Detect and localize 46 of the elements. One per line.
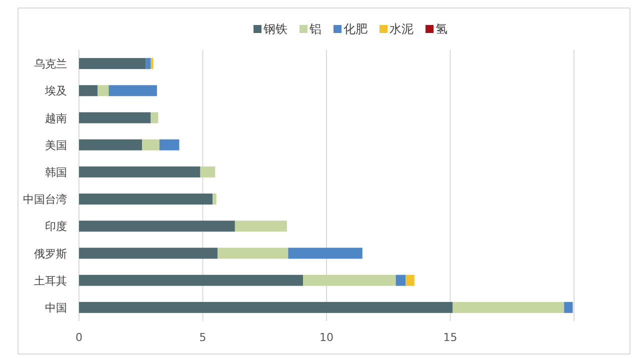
bar	[234, 220, 287, 232]
bar	[98, 85, 109, 96]
y-tick-label: 韩国	[45, 166, 67, 179]
bar	[79, 302, 453, 313]
bar	[79, 166, 200, 178]
bar	[159, 139, 180, 150]
bar	[218, 248, 288, 259]
bar	[79, 274, 303, 286]
bar	[79, 194, 213, 205]
bar	[142, 139, 160, 150]
bar	[150, 58, 154, 70]
legend-label: 氢	[436, 22, 448, 36]
y-tick-label: 中国	[45, 301, 67, 314]
bar	[200, 166, 216, 178]
bar	[452, 302, 564, 313]
legend-label: 铝	[308, 22, 322, 36]
y-tick-label: 印度	[45, 220, 67, 234]
y-tick-label: 埃及	[44, 84, 67, 98]
bar	[79, 139, 142, 150]
legend-label: 水泥	[390, 22, 414, 36]
bar	[79, 85, 98, 96]
bar	[564, 302, 573, 313]
bar	[79, 112, 151, 124]
bar	[212, 194, 216, 205]
bar	[150, 112, 158, 124]
y-tick-label: 中国台湾	[23, 193, 67, 206]
x-tick-label: 15	[443, 331, 458, 344]
bar	[406, 274, 414, 286]
legend-label: 钢铁	[262, 22, 288, 36]
legend-label: 化肥	[344, 22, 368, 36]
x-tick-label: 10	[320, 331, 334, 344]
bar	[288, 248, 362, 259]
x-tick-label: 0	[76, 331, 82, 344]
bar	[79, 248, 218, 259]
bar	[396, 274, 406, 286]
y-tick-label: 乌克兰	[34, 58, 67, 71]
x-tick-label: 5	[199, 331, 206, 344]
y-tick-label: 土耳其	[34, 274, 67, 288]
bar	[302, 274, 396, 286]
y-tick-label: 越南	[45, 112, 67, 125]
bar	[79, 220, 235, 232]
y-tick-label: 美国	[45, 138, 67, 152]
bar	[108, 85, 157, 96]
bar	[146, 58, 151, 70]
bar	[79, 58, 146, 70]
y-tick-label: 俄罗斯	[34, 247, 67, 260]
